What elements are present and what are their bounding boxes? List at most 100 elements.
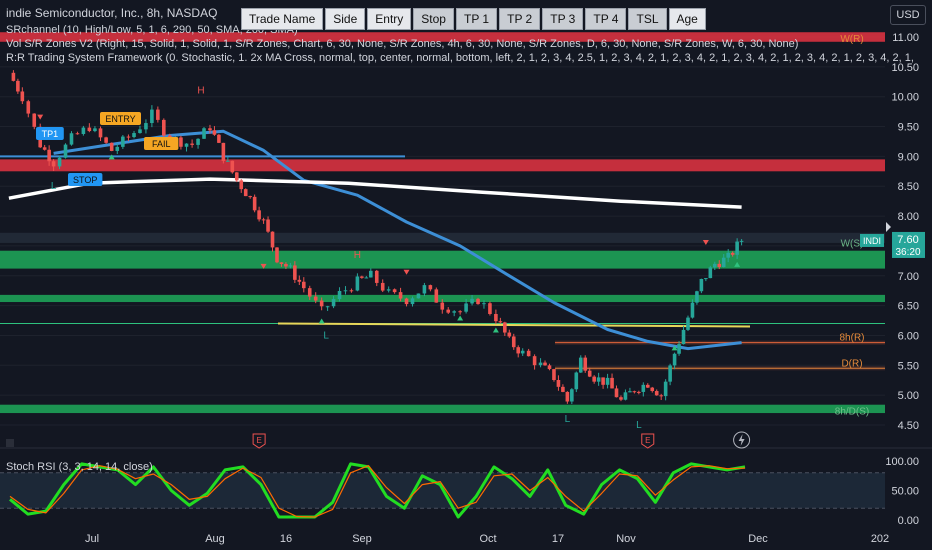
candle-down: [614, 388, 619, 398]
signal-triangle: [734, 261, 741, 267]
chart-title: indie Semiconductor, Inc., 8h, NASDAQ: [6, 6, 218, 20]
candle-up: [686, 317, 690, 330]
candle-down: [556, 379, 561, 387]
earnings-icon-letter: E: [645, 436, 650, 445]
stoch-tick-label: 100.00: [885, 456, 919, 468]
stoch-rsi-label[interactable]: Stoch RSI (3, 3, 14, 14, close): [6, 461, 153, 473]
trade-tag-box: [68, 173, 103, 186]
time-tick-label: Nov: [616, 533, 636, 545]
candle-up: [464, 303, 468, 312]
candle-down: [179, 137, 183, 147]
price-tick-label: 9.50: [898, 122, 919, 134]
stop-button[interactable]: Stop: [413, 8, 454, 30]
signal-triangle: [260, 263, 267, 269]
candle-up: [641, 384, 646, 392]
sma-50-line: [53, 129, 742, 351]
lightning-icon: [733, 431, 751, 449]
trade-tag-box: [100, 112, 141, 125]
candle-down: [587, 370, 592, 377]
candle-up: [672, 353, 677, 366]
time-tick-label: 16: [280, 533, 292, 545]
indicator-srchannel[interactable]: SRchannel (10, High/Low, 5, 1, 6, 290, 5…: [6, 24, 298, 36]
candle-down: [243, 189, 248, 197]
pivot-label: L: [636, 420, 642, 431]
resistance-band: [555, 340, 885, 345]
time-tick-label: Oct: [479, 533, 496, 545]
candle-up: [739, 240, 744, 242]
tp3-button[interactable]: TP 3: [542, 8, 584, 30]
indicator-rr-framework[interactable]: R:R Trading System Framework (0. Stochas…: [6, 52, 914, 64]
pivot-label: L: [565, 414, 571, 425]
trade-tag-label: STOP: [73, 175, 97, 185]
candle-down: [659, 395, 663, 397]
candle-up: [364, 277, 369, 279]
last-price-value: 7.60: [897, 234, 918, 246]
price-tick-label: 10.00: [891, 92, 919, 104]
candle-down: [488, 303, 492, 314]
price-tick-label: 6.00: [898, 330, 919, 342]
candle-down: [234, 172, 239, 181]
candle-up: [628, 391, 632, 393]
candle-up: [150, 109, 154, 124]
candle-down: [319, 300, 324, 307]
candle-down: [279, 262, 284, 264]
stoch-tick-label: 0.00: [898, 515, 919, 527]
candle-down: [98, 128, 103, 138]
candle-down: [440, 302, 445, 310]
candle-down: [349, 290, 354, 292]
candle-down: [374, 270, 379, 283]
candle-down: [301, 281, 306, 289]
candle-up: [470, 298, 474, 304]
time-tick-label: Dec: [748, 533, 768, 545]
candle-down: [507, 332, 512, 337]
price-tick-label: 8.50: [898, 181, 919, 193]
tp1-button[interactable]: TP 1: [455, 8, 498, 30]
zone-label: W(S): [841, 239, 864, 250]
candle-down: [261, 219, 266, 221]
tp4-button[interactable]: TP 4: [585, 8, 627, 30]
trade-name-button[interactable]: Trade Name: [241, 8, 324, 30]
symbol-badge-label: INDI: [863, 236, 881, 246]
tsl-button[interactable]: TSL: [628, 8, 667, 30]
trend-line: [277, 322, 751, 328]
candle-down: [526, 350, 531, 357]
time-tick-label: 202: [871, 533, 889, 545]
price-axis: 11.0010.5010.009.509.008.508.007.507.006…: [860, 32, 925, 527]
indicator-vol-sr-zones[interactable]: Vol S/R Zones V2 (Right, 15, Solid, 1, S…: [6, 38, 799, 50]
age-button[interactable]: Age: [668, 8, 706, 30]
candle-up: [452, 311, 456, 313]
candle-down: [730, 252, 735, 255]
candle-up: [81, 127, 86, 134]
candle-down: [476, 298, 480, 305]
candle-down: [392, 289, 397, 293]
candle-up: [605, 377, 610, 385]
candle-up: [708, 267, 713, 279]
candle-down: [270, 231, 275, 248]
candle-up: [355, 276, 360, 291]
time-tick-label: Aug: [205, 533, 225, 545]
pane-separator-handle[interactable]: [6, 439, 14, 447]
scroll-right-icon: [886, 222, 891, 232]
entry-button[interactable]: Entry: [367, 8, 412, 30]
candle-down: [543, 362, 547, 366]
side-button[interactable]: Side: [325, 8, 366, 30]
candle-up: [668, 365, 672, 382]
time-tick-label: Jul: [85, 533, 99, 545]
candle-down: [297, 279, 302, 282]
support-zone: [0, 294, 885, 303]
candle-up: [368, 270, 373, 278]
candle-down: [446, 309, 451, 313]
candle-down: [307, 288, 312, 297]
trade-tag-label: ENTRY: [105, 114, 135, 124]
candle-down: [208, 128, 212, 131]
candles: [11, 70, 744, 405]
tp2-button[interactable]: TP 2: [499, 8, 541, 30]
candle-down: [650, 387, 655, 392]
candle-down: [16, 80, 20, 92]
candle-down: [592, 376, 596, 382]
candle-down: [230, 160, 235, 173]
currency-button[interactable]: USD: [890, 5, 926, 25]
candle-down: [212, 130, 217, 135]
candle-up: [144, 123, 148, 130]
